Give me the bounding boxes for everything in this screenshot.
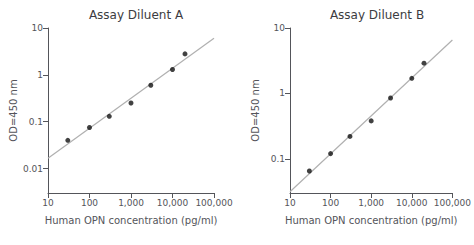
svg-text:100: 100 — [322, 198, 339, 208]
svg-text:10: 10 — [42, 198, 54, 208]
svg-text:OD=450 nm: OD=450 nm — [8, 79, 19, 141]
svg-text:10: 10 — [32, 23, 44, 33]
svg-text:Assay Diluent B: Assay Diluent B — [330, 8, 424, 22]
svg-text:100,000: 100,000 — [434, 198, 471, 208]
svg-text:100: 100 — [81, 198, 98, 208]
svg-text:1,000: 1,000 — [118, 198, 144, 208]
svg-text:10: 10 — [274, 23, 286, 33]
svg-text:1: 1 — [37, 70, 43, 80]
svg-text:10,000: 10,000 — [157, 198, 189, 208]
svg-text:10,000: 10,000 — [396, 198, 428, 208]
svg-text:0.01: 0.01 — [23, 164, 43, 174]
svg-text:Assay Diluent A: Assay Diluent A — [89, 8, 184, 22]
svg-text:Human OPN concentration (pg/ml: Human OPN concentration (pg/ml) — [285, 215, 458, 226]
svg-text:0.1: 0.1 — [29, 117, 43, 127]
svg-text:OD=450 nm: OD=450 nm — [250, 79, 261, 141]
svg-text:1: 1 — [279, 88, 285, 98]
svg-text:1,000: 1,000 — [358, 198, 384, 208]
svg-text:100,000: 100,000 — [195, 198, 232, 208]
svg-text:Human OPN concentration (pg/ml: Human OPN concentration (pg/ml) — [45, 215, 218, 226]
svg-text:10: 10 — [284, 198, 296, 208]
svg-text:0.1: 0.1 — [271, 154, 285, 164]
